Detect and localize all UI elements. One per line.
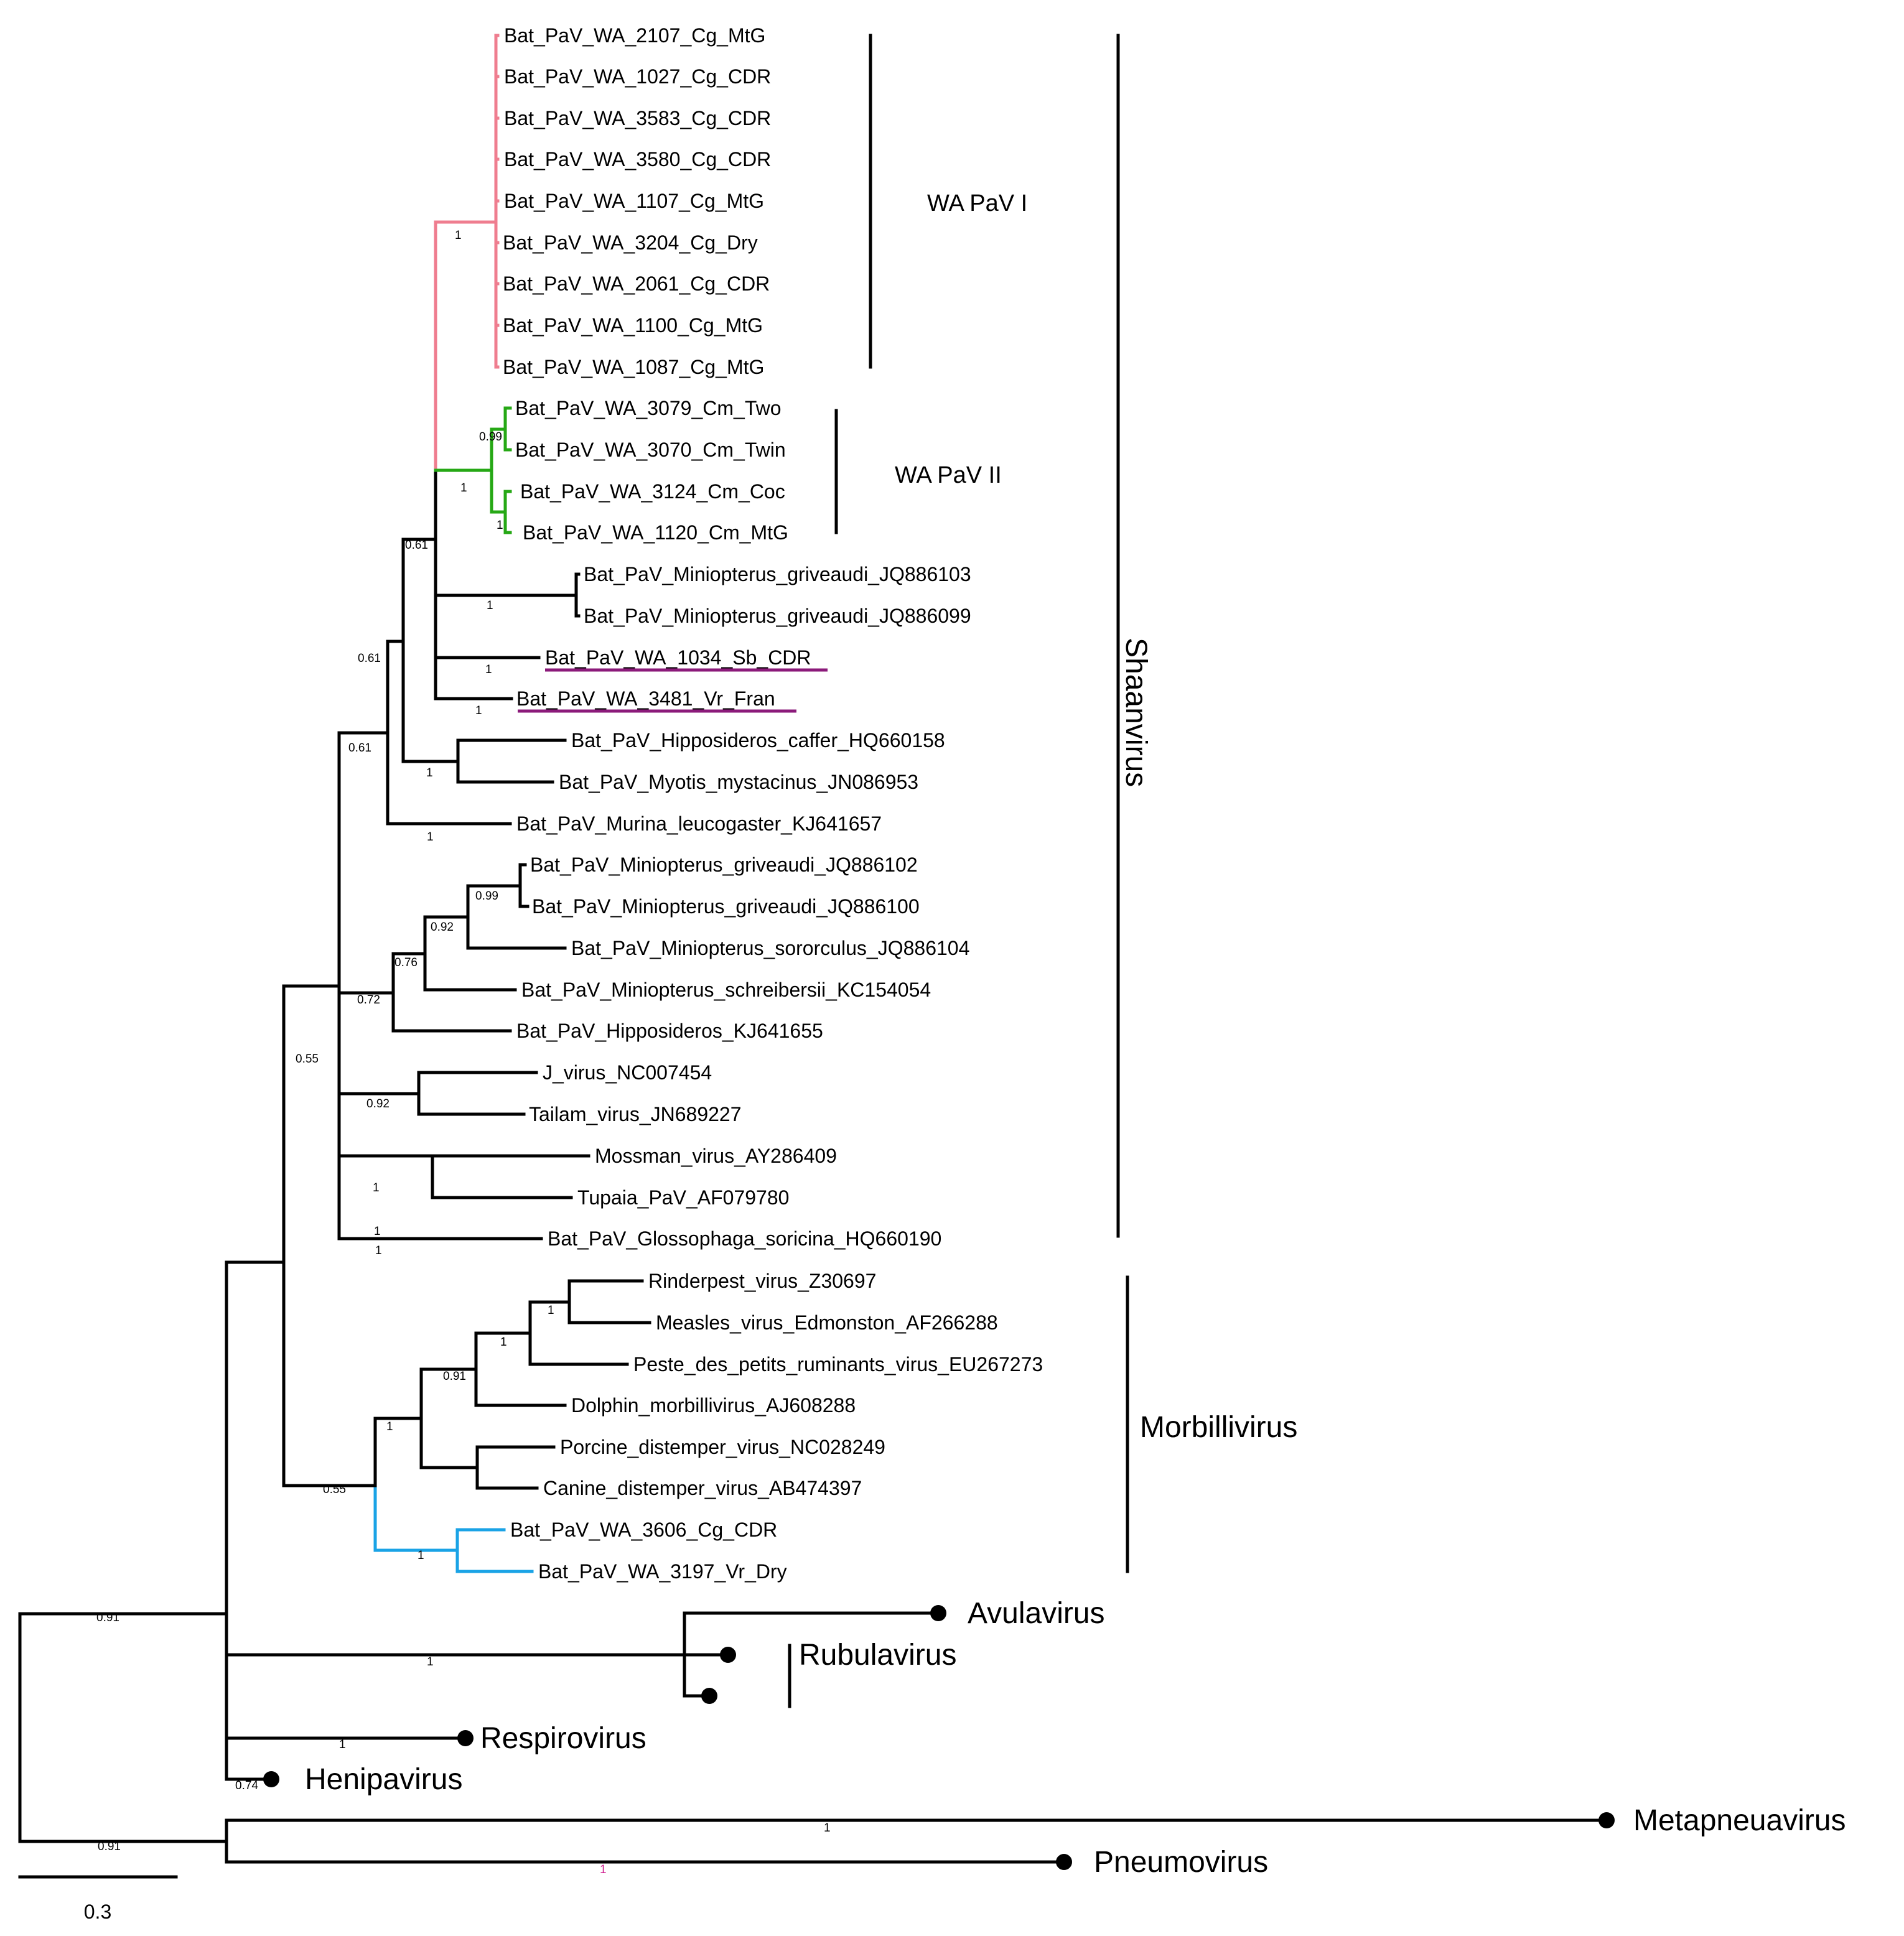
tip-label: Mossman_virus_AY286409	[595, 1145, 837, 1167]
tip-label: Bat_PaV_WA_2061_Cg_CDR	[503, 272, 770, 295]
support-value: 1	[548, 1304, 554, 1317]
scale-bar-label: 0.3	[84, 1901, 111, 1923]
collapsed-clade-dot	[457, 1730, 474, 1746]
tip-label: Bat_PaV_Miniopterus_sororculus_JQ886104	[571, 937, 969, 959]
tip-label: Bat_PaV_Hipposideros_caffer_HQ660158	[571, 729, 945, 752]
tip-label: Bat_PaV_WA_1107_Cg_MtG	[504, 190, 764, 212]
collapsed-clade-dot	[1598, 1812, 1615, 1828]
tip-label: Dolphin_morbillivirus_AJ608288	[571, 1394, 856, 1417]
collapsed-clade-label: Henipavirus	[305, 1763, 462, 1796]
support-value: 0.76	[394, 956, 418, 969]
tip-label: Bat_PaV_WA_1100_Cg_MtG	[503, 314, 763, 337]
support-value: 0.99	[475, 890, 498, 903]
support-value: 1	[427, 831, 434, 844]
support-value: 1	[373, 1181, 380, 1194]
collapsed-clade-label: Respirovirus	[480, 1722, 646, 1755]
tip-label: Bat_PaV_WA_3606_Cg_CDR	[510, 1519, 777, 1541]
tip-label: Bat_PaV_WA_1120_Cm_MtG	[523, 521, 788, 544]
support-value: 1	[487, 599, 493, 612]
collapsed-clade-dot	[930, 1605, 946, 1621]
support-value: 1	[497, 519, 503, 532]
clade-label-wa-pav-i: WA PaV I	[927, 190, 1027, 216]
support-value: 1	[460, 482, 467, 495]
support-value: 0.61	[405, 539, 428, 552]
support-value: 0.61	[358, 652, 381, 665]
tip-label: Bat_PaV_Glossophaga_soricina_HQ660190	[548, 1227, 941, 1250]
support-value: 0.72	[357, 994, 380, 1007]
support-value: 0.92	[431, 921, 454, 934]
tip-label: Bat_PaV_WA_3580_Cg_CDR	[504, 148, 771, 170]
support-value: 1	[374, 1225, 381, 1238]
support-value: 0.99	[479, 430, 502, 444]
tip-label: Porcine_distemper_virus_NC028249	[560, 1436, 885, 1458]
collapsed-clade-dot	[263, 1771, 279, 1787]
support-value: 1	[600, 1863, 607, 1876]
tip-label: Tailam_virus_JN689227	[529, 1103, 742, 1125]
support-value: 0.92	[366, 1097, 390, 1110]
support-value: 1	[824, 1822, 831, 1835]
tip-label: Tupaia_PaV_AF079780	[577, 1186, 789, 1209]
tip-label: Rinderpest_virus_Z30697	[648, 1270, 876, 1292]
collapsed-clade-label: Pneumovirus	[1094, 1846, 1268, 1879]
tip-label: Bat_PaV_Murina_leucogaster_KJ641657	[516, 812, 882, 835]
tip-label: Bat_PaV_WA_3124_Cm_Coc	[520, 480, 785, 503]
support-value: 1	[418, 1549, 424, 1562]
support-value: 1	[455, 229, 462, 242]
tip-label: Bat_PaV_Miniopterus_griveaudi_JQ886099	[584, 605, 971, 627]
collapsed-clade-label: Metapneuavirus	[1633, 1804, 1846, 1837]
tip-label: Bat_PaV_WA_3204_Cg_Dry	[503, 231, 758, 254]
tip-label: Bat_PaV_Miniopterus_griveaudi_JQ886100	[532, 895, 920, 918]
support-value: 0.91	[96, 1611, 119, 1624]
tip-label: Bat_PaV_WA_3481_Vr_Fran	[516, 687, 775, 710]
collapsed-clade-dot	[701, 1688, 717, 1704]
collapsed-clade-dot	[1056, 1854, 1072, 1870]
support-value: 0.91	[443, 1370, 466, 1383]
tip-label: Bat_PaV_WA_1034_Sb_CDR	[545, 646, 811, 669]
tip-label: Bat_PaV_WA_2107_Cg_MtG	[504, 24, 765, 47]
support-value: 1	[427, 1655, 434, 1668]
tip-label: Bat_PaV_Myotis_mystacinus_JN086953	[559, 771, 918, 793]
collapsed-clade-dot	[720, 1647, 736, 1663]
tip-label: Bat_PaV_Miniopterus_griveaudi_JQ886103	[584, 563, 971, 585]
support-value: 0.55	[323, 1483, 346, 1496]
support-value: 0.91	[98, 1840, 121, 1853]
tip-label: Bat_PaV_WA_3197_Vr_Dry	[538, 1560, 787, 1583]
collapsed-clade-label: Rubulavirus	[799, 1639, 956, 1672]
tip-label: Canine_distemper_virus_AB474397	[543, 1477, 862, 1499]
tip-label: Bat_PaV_WA_3583_Cg_CDR	[504, 107, 771, 129]
tip-label: Measles_virus_Edmonston_AF266288	[656, 1311, 998, 1334]
tip-label: Bat_PaV_WA_3070_Cm_Twin	[515, 439, 786, 461]
tip-label: Bat_PaV_WA_1027_Cg_CDR	[504, 65, 771, 88]
support-value: 0.74	[235, 1779, 258, 1792]
clade-label-shaanvirus: Shaanvirus	[1119, 638, 1152, 787]
tip-label: Bat_PaV_WA_1087_Cg_MtG	[503, 356, 764, 378]
collapsed-clade-label: Avulavirus	[968, 1597, 1105, 1630]
tip-label: Peste_des_petits_ruminants_virus_EU26727…	[633, 1353, 1043, 1375]
support-value: 1	[375, 1244, 382, 1257]
support-value: 0.61	[348, 742, 371, 755]
tip-label: Bat_PaV_Miniopterus_schreibersii_KC15405…	[521, 979, 931, 1001]
tip-label: Bat_PaV_Miniopterus_griveaudi_JQ886102	[530, 854, 918, 876]
tip-label: Bat_PaV_WA_3079_Cm_Two	[515, 397, 782, 419]
support-value: 1	[339, 1738, 346, 1751]
support-value: 1	[475, 704, 482, 717]
clade-label-morbillivirus: Morbillivirus	[1140, 1411, 1297, 1444]
clade-label-wa-pav-ii: WA PaV II	[895, 462, 1002, 488]
support-value: 1	[485, 663, 492, 676]
support-value: 0.55	[296, 1053, 319, 1066]
tip-label: J_virus_NC007454	[543, 1061, 712, 1084]
support-value: 1	[386, 1420, 393, 1433]
tip-label: Bat_PaV_Hipposideros_KJ641655	[516, 1020, 823, 1042]
support-value: 1	[426, 766, 433, 780]
support-value: 1	[500, 1336, 507, 1349]
